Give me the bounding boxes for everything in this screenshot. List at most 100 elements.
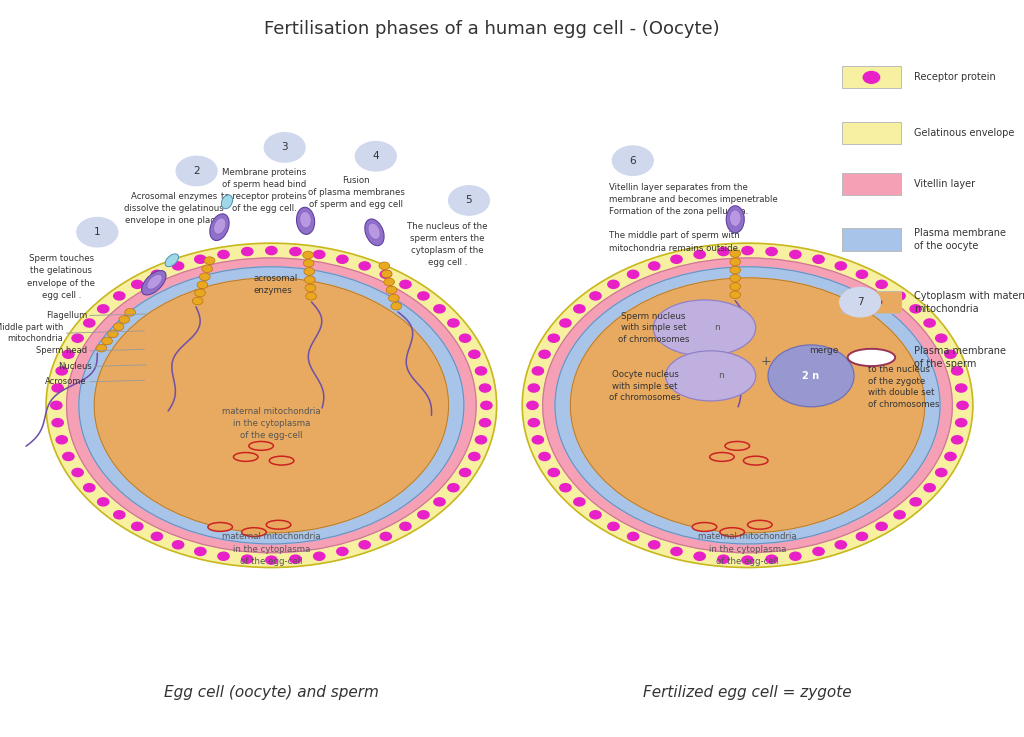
- Circle shape: [570, 278, 925, 533]
- Circle shape: [539, 453, 550, 461]
- Ellipse shape: [666, 351, 756, 401]
- Circle shape: [290, 248, 301, 256]
- Ellipse shape: [386, 286, 397, 294]
- Ellipse shape: [730, 291, 740, 298]
- Text: Sperm touches
the gelatinous
envelope of the
egg cell .: Sperm touches the gelatinous envelope of…: [28, 254, 95, 300]
- Ellipse shape: [108, 330, 118, 338]
- Ellipse shape: [197, 281, 208, 289]
- Circle shape: [132, 523, 143, 531]
- Circle shape: [936, 334, 947, 342]
- Circle shape: [242, 555, 253, 563]
- Ellipse shape: [119, 315, 130, 324]
- Circle shape: [399, 523, 411, 531]
- Text: Nucleus: Nucleus: [58, 362, 92, 371]
- Circle shape: [548, 334, 559, 342]
- Circle shape: [894, 292, 905, 300]
- Ellipse shape: [304, 268, 314, 276]
- Circle shape: [876, 280, 887, 288]
- Circle shape: [79, 267, 464, 544]
- Circle shape: [399, 280, 411, 288]
- Circle shape: [114, 511, 125, 519]
- Ellipse shape: [692, 523, 717, 531]
- Text: to the nucleus
of the zygote
with double set
of chromosomes: to the nucleus of the zygote with double…: [868, 365, 940, 409]
- Ellipse shape: [101, 337, 113, 345]
- Text: 2: 2: [194, 166, 200, 176]
- Ellipse shape: [726, 206, 744, 233]
- Circle shape: [951, 367, 963, 375]
- Circle shape: [718, 555, 729, 563]
- Circle shape: [447, 319, 459, 327]
- Ellipse shape: [730, 283, 740, 290]
- Ellipse shape: [221, 195, 232, 209]
- Circle shape: [573, 497, 585, 506]
- Text: 3: 3: [282, 142, 288, 153]
- Text: Fertilisation phases of a human egg cell - (Oocyte): Fertilisation phases of a human egg cell…: [264, 21, 719, 38]
- Circle shape: [936, 469, 947, 477]
- Circle shape: [924, 319, 935, 327]
- Circle shape: [548, 469, 559, 477]
- Circle shape: [532, 436, 544, 444]
- Circle shape: [52, 419, 63, 427]
- Ellipse shape: [249, 441, 273, 450]
- Text: Membrane proteins
of sperm head bind
to receptor proteins
of the egg cell.: Membrane proteins of sperm head bind to …: [221, 168, 307, 214]
- Text: Acrosomal enzymes
dissolve the gelatinous
envelope in one place.: Acrosomal enzymes dissolve the gelatinou…: [124, 192, 224, 225]
- Ellipse shape: [233, 453, 258, 461]
- Circle shape: [768, 345, 854, 407]
- Circle shape: [418, 292, 429, 300]
- Circle shape: [46, 243, 497, 567]
- Circle shape: [172, 262, 183, 270]
- Circle shape: [460, 469, 471, 477]
- Circle shape: [434, 305, 445, 313]
- Circle shape: [671, 548, 682, 556]
- Circle shape: [67, 258, 476, 553]
- Circle shape: [560, 319, 571, 327]
- Text: Middle part with
mitochondria: Middle part with mitochondria: [0, 323, 63, 343]
- Circle shape: [522, 243, 973, 567]
- Circle shape: [152, 270, 163, 279]
- Circle shape: [863, 71, 880, 83]
- Text: Fertilized egg cell = zygote: Fertilized egg cell = zygote: [643, 685, 852, 700]
- Text: Gelatinous envelope: Gelatinous envelope: [914, 128, 1015, 138]
- Text: maternal mitochondria
in the cytoplasma
of the egg-cell: maternal mitochondria in the cytoplasma …: [698, 532, 797, 566]
- Circle shape: [910, 305, 922, 313]
- Circle shape: [475, 367, 486, 375]
- Text: maternal mitochondria
in the cytoplasma
of the egg-cell: maternal mitochondria in the cytoplasma …: [222, 407, 321, 441]
- Text: Oocyte nucleus
with simple set
of chromosomes: Oocyte nucleus with simple set of chromo…: [609, 370, 681, 402]
- Circle shape: [628, 532, 639, 540]
- Ellipse shape: [388, 294, 399, 302]
- Circle shape: [766, 555, 777, 563]
- Circle shape: [359, 541, 371, 549]
- FancyBboxPatch shape: [842, 291, 901, 313]
- Ellipse shape: [204, 256, 215, 265]
- Circle shape: [876, 523, 887, 531]
- Circle shape: [84, 319, 95, 327]
- Circle shape: [469, 453, 480, 461]
- Circle shape: [380, 532, 391, 540]
- Circle shape: [894, 511, 905, 519]
- Ellipse shape: [730, 250, 740, 257]
- Ellipse shape: [748, 520, 772, 529]
- Circle shape: [172, 541, 183, 549]
- Ellipse shape: [125, 309, 135, 316]
- Ellipse shape: [306, 293, 316, 300]
- Circle shape: [555, 267, 940, 544]
- Circle shape: [114, 292, 125, 300]
- Circle shape: [176, 156, 217, 186]
- Circle shape: [590, 511, 601, 519]
- Ellipse shape: [147, 274, 162, 289]
- Circle shape: [741, 246, 753, 255]
- FancyBboxPatch shape: [842, 66, 901, 88]
- Ellipse shape: [195, 289, 206, 297]
- Text: Sperm nucleus
with simple set
of chromosomes: Sperm nucleus with simple set of chromos…: [617, 312, 689, 344]
- Circle shape: [741, 556, 753, 565]
- Circle shape: [526, 401, 539, 410]
- Circle shape: [449, 186, 489, 215]
- Text: The nucleus of the
sperm enters the
cytoplasm of the
egg cell .: The nucleus of the sperm enters the cyto…: [408, 222, 487, 268]
- Ellipse shape: [720, 528, 744, 537]
- Circle shape: [56, 367, 68, 375]
- Circle shape: [77, 217, 118, 247]
- Circle shape: [479, 419, 490, 427]
- Ellipse shape: [725, 441, 750, 450]
- Circle shape: [924, 483, 935, 492]
- Text: 6: 6: [630, 156, 636, 166]
